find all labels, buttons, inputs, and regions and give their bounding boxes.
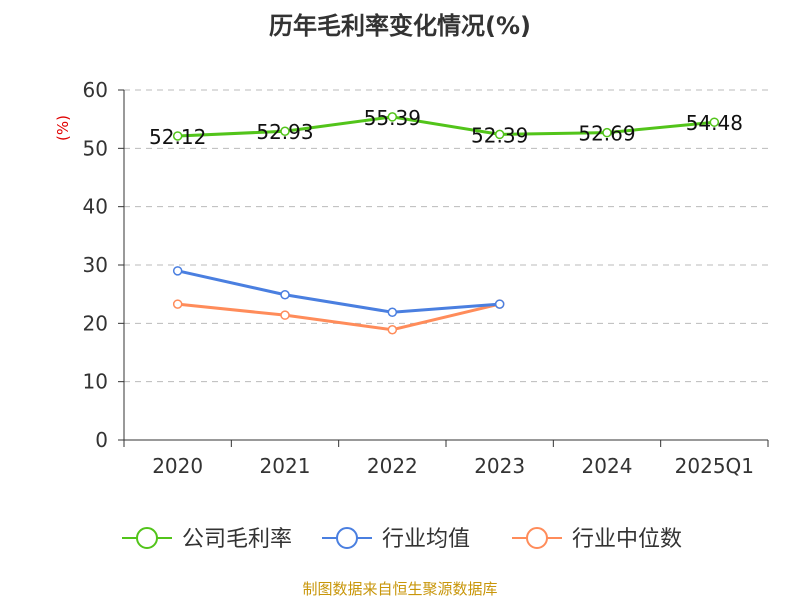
data-point[interactable] — [602, 127, 612, 138]
legend-marker[interactable] — [526, 527, 548, 549]
series-line — [177, 269, 500, 314]
series-line — [177, 115, 715, 138]
x-tick-label: 2025Q1 — [675, 454, 754, 478]
chart-title: 历年毛利率变化情况(%) — [269, 12, 531, 40]
data-point[interactable] — [387, 307, 398, 317]
y-tick-label: 0 — [95, 428, 108, 452]
x-tick-label: 2024 — [582, 454, 633, 478]
legend-marker[interactable] — [336, 527, 358, 549]
data-point[interactable] — [494, 129, 505, 140]
data-point[interactable] — [387, 325, 398, 335]
series-line — [177, 302, 501, 332]
data-label: 52.69 — [578, 122, 635, 146]
y-tick-label: 50 — [83, 136, 108, 160]
data-label: 55.39 — [364, 106, 421, 130]
x-tick-label: 2021 — [260, 454, 311, 478]
data-point[interactable] — [494, 299, 505, 309]
y-tick-label: 20 — [83, 311, 108, 335]
x-tick-label: 2020 — [152, 454, 203, 478]
data-point[interactable] — [280, 290, 290, 300]
data-label: 52.93 — [256, 120, 313, 144]
y-tick-label: 30 — [83, 253, 108, 277]
data-point[interactable] — [280, 126, 290, 136]
data-label: 52.12 — [149, 125, 206, 149]
data-point[interactable] — [172, 266, 183, 276]
data-point[interactable] — [709, 117, 720, 127]
y-tick-label: 40 — [83, 195, 108, 219]
legend-marker[interactable] — [136, 527, 158, 549]
data-point[interactable] — [387, 112, 398, 122]
source-note: 制图数据来自恒生聚源数据库 — [302, 580, 497, 598]
legend-label[interactable]: 行业中位数 — [572, 527, 682, 552]
data-point[interactable] — [172, 131, 183, 141]
data-label: 54.48 — [686, 111, 743, 135]
data-point[interactable] — [172, 299, 183, 309]
data-label: 52.39 — [471, 123, 528, 147]
y-tick-label: 60 — [83, 78, 108, 102]
y-tick-label: 10 — [83, 370, 108, 394]
x-tick-label: 2023 — [474, 454, 525, 478]
data-point[interactable] — [280, 310, 290, 320]
legend-label[interactable]: 公司毛利率 — [182, 527, 292, 552]
y-axis-label: (%) — [54, 115, 72, 141]
x-tick-label: 2022 — [367, 454, 418, 478]
legend-label[interactable]: 行业均值 — [382, 527, 470, 552]
